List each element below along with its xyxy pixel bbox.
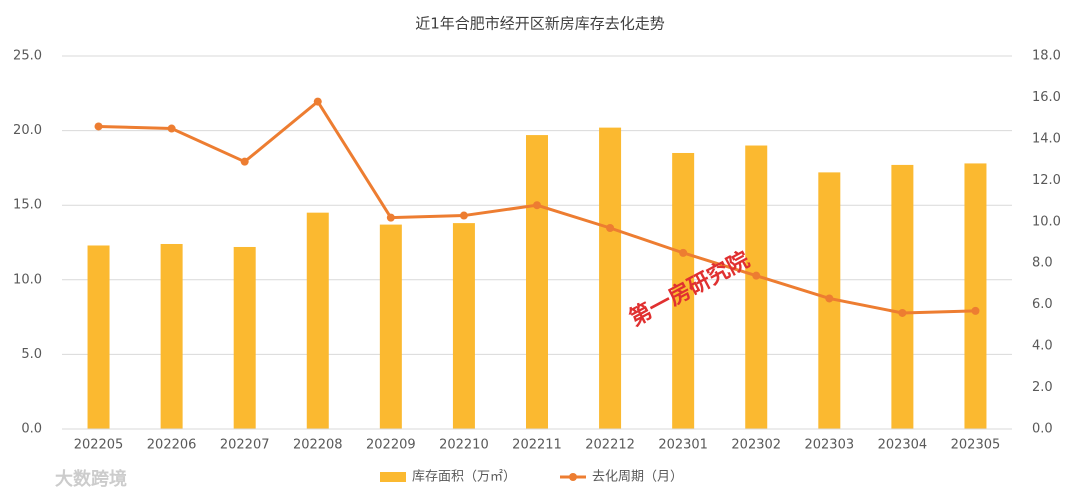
y2-tick-label: 12.0 — [1032, 173, 1061, 188]
line-point — [752, 271, 761, 280]
y2-tick-label: 16.0 — [1032, 90, 1061, 105]
y2-tick-label: 0.0 — [1032, 422, 1053, 437]
line-point — [386, 213, 395, 222]
legend-label: 库存面积（万㎡） — [412, 469, 516, 485]
watermark: 大数跨境 — [55, 468, 127, 490]
y2-tick-label: 8.0 — [1032, 256, 1053, 271]
x-tick-label: 202210 — [439, 438, 489, 453]
line-point — [679, 248, 688, 257]
y2-tick-label: 18.0 — [1032, 49, 1061, 64]
x-tick-label: 202301 — [658, 438, 708, 453]
bar — [160, 243, 183, 429]
line-point — [313, 97, 322, 106]
y-tick-label: 5.0 — [21, 347, 42, 362]
x-tick-label: 202205 — [74, 438, 124, 453]
x-tick-label: 202208 — [293, 438, 343, 453]
y-tick-label: 15.0 — [13, 198, 42, 213]
y2-tick-label: 2.0 — [1032, 380, 1053, 395]
line-point — [167, 124, 176, 133]
y2-tick-label: 14.0 — [1032, 131, 1061, 146]
bar — [672, 152, 695, 430]
bar — [233, 246, 256, 429]
x-tick-label: 202303 — [804, 438, 854, 453]
y-tick-label: 10.0 — [13, 272, 42, 287]
bar — [87, 245, 110, 429]
x-tick-label: 202209 — [366, 438, 416, 453]
x-tick-label: 202206 — [147, 438, 197, 453]
x-tick-label: 202304 — [878, 438, 928, 453]
y2-tick-label: 4.0 — [1032, 339, 1053, 354]
legend-swatch — [380, 472, 406, 482]
y2-tick-label: 10.0 — [1032, 214, 1061, 229]
x-tick-label: 202211 — [512, 438, 562, 453]
bar — [452, 223, 475, 429]
legend-label: 去化周期（月） — [592, 470, 683, 485]
line-point — [533, 201, 541, 210]
bar — [964, 163, 987, 429]
y2-tick-label: 6.0 — [1032, 297, 1053, 312]
line-point — [898, 308, 907, 317]
x-tick-label: 202305 — [951, 438, 1001, 453]
line-point — [606, 223, 615, 232]
bar — [379, 224, 402, 429]
line-point — [240, 157, 249, 166]
x-tick-label: 202212 — [585, 438, 635, 453]
x-tick-label: 202302 — [731, 438, 781, 453]
line-point — [459, 211, 468, 220]
line-point — [971, 306, 980, 315]
y-tick-label: 20.0 — [13, 123, 42, 138]
chart-title: 近1年合肥市经开区新房库存去化走势 — [415, 15, 665, 33]
bar — [745, 145, 768, 429]
x-tick-label: 202207 — [220, 438, 270, 453]
line-point — [94, 122, 103, 131]
bar — [526, 135, 548, 430]
line-point — [825, 294, 834, 303]
bar — [306, 212, 329, 429]
y-tick-label: 0.0 — [21, 422, 42, 437]
y-tick-label: 25.0 — [13, 49, 42, 64]
bar — [599, 127, 622, 429]
legend-swatch — [569, 473, 577, 481]
bar — [891, 164, 914, 429]
